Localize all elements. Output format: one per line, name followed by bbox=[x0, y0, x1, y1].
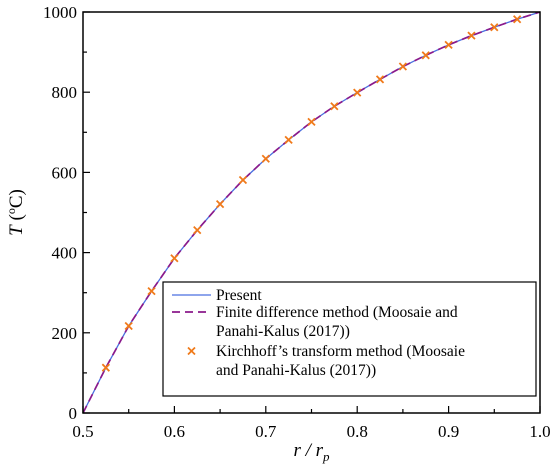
y-tick-label: 800 bbox=[52, 83, 78, 102]
x-marker bbox=[353, 88, 362, 97]
x-tick-label: 0.9 bbox=[438, 422, 459, 441]
y-axis-title-unit-superscript: o bbox=[4, 208, 18, 214]
plot-series bbox=[82, 11, 541, 414]
x-tick-label: 0.7 bbox=[255, 422, 277, 441]
x-marker bbox=[261, 154, 270, 163]
x-marker bbox=[444, 40, 453, 50]
x-marker bbox=[330, 102, 339, 111]
y-tick-label: 600 bbox=[52, 163, 78, 182]
y-axis-title-unit-prefix: ( bbox=[6, 214, 27, 225]
x-axis-title-subscript: p bbox=[322, 449, 330, 464]
legend-item: Present bbox=[172, 287, 262, 304]
y-tick-label: 0 bbox=[69, 404, 78, 423]
x-axis-title: r / rp bbox=[293, 440, 330, 464]
x-tick-label: 1.0 bbox=[529, 422, 550, 441]
x-marker bbox=[421, 51, 430, 60]
x-marker bbox=[513, 15, 522, 24]
y-tick-label: 200 bbox=[52, 324, 78, 343]
x-marker bbox=[193, 226, 202, 235]
x-axis-title-main: r / r bbox=[293, 440, 323, 461]
legend-label: and Panahi-Kalus (2017)) bbox=[216, 362, 376, 379]
x-marker bbox=[398, 62, 408, 71]
x-marker bbox=[124, 321, 133, 331]
axis-tick-labels: 0.5 0.6 0.7 0.8 0.9 1.0 0 200 400 600 800 1000 bbox=[43, 3, 550, 441]
x-marker bbox=[467, 31, 476, 40]
x-marker bbox=[170, 254, 179, 263]
legend-item: Kirchhoff’s transform method (Moosaie and… bbox=[187, 343, 465, 379]
series-line-1 bbox=[82, 11, 541, 414]
x-marker bbox=[215, 199, 225, 209]
x-marker bbox=[187, 346, 196, 356]
x-marker bbox=[147, 286, 156, 296]
x-marker bbox=[238, 175, 248, 185]
y-axis-title: T (oC) bbox=[4, 189, 27, 236]
legend-item: Finite difference method (Moosaie and Pan… bbox=[172, 304, 458, 340]
x-marker bbox=[284, 135, 293, 145]
x-marker bbox=[307, 117, 316, 127]
series-markers-2 bbox=[101, 15, 522, 372]
y-tick-label: 400 bbox=[52, 244, 78, 263]
x-tick-label: 0.8 bbox=[347, 422, 368, 441]
y-axis-title-unit-suffix: C) bbox=[6, 189, 27, 208]
legend-label: Present bbox=[216, 287, 262, 304]
x-tick-label: 0.5 bbox=[72, 422, 93, 441]
axis-ticks bbox=[82, 11, 541, 414]
legend-label: Kirchhoff’s transform method (Moosaie bbox=[216, 343, 465, 360]
legend-box bbox=[162, 281, 537, 397]
x-marker bbox=[101, 363, 110, 372]
legend-label: Finite difference method (Moosaie and bbox=[216, 304, 458, 321]
y-axis-title-main: T bbox=[6, 224, 27, 236]
x-marker bbox=[490, 23, 499, 32]
x-tick-label: 0.6 bbox=[164, 422, 185, 441]
x-marker bbox=[375, 75, 385, 84]
legend-label: Panahi-Kalus (2017)) bbox=[216, 323, 350, 340]
y-tick-label: 1000 bbox=[43, 3, 77, 22]
